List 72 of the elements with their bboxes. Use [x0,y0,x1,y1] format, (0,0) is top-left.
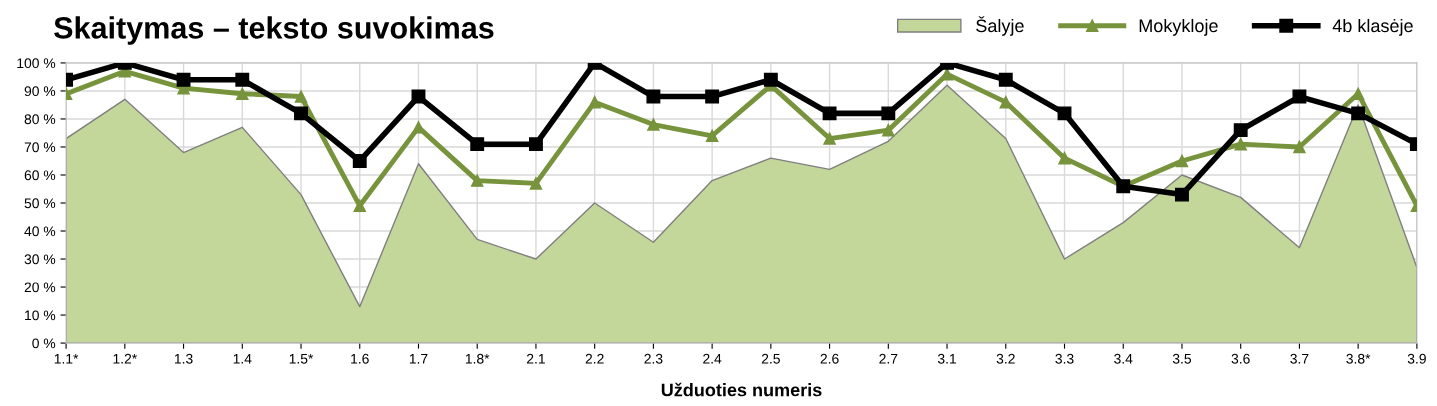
x-tick-label: 3.1 [937,353,957,364]
point [882,123,895,137]
x-tick-label: 2.4 [703,353,722,364]
x-tick-label: 2.7 [879,353,898,364]
point [1292,89,1307,104]
x-tick-label: 3.4 [1114,353,1133,364]
y-tick-label: 20 % [24,282,56,293]
x-tick-label: 1.2* [113,353,137,364]
x-tick-label: 1.4 [233,354,252,364]
point [881,106,896,121]
y-tick-label: 40 % [24,226,56,237]
y-tick-label: 90 % [24,86,56,97]
x-tick-label: 3.2 [996,353,1015,364]
point [1175,187,1189,202]
legend-label: Mokykloje [1139,18,1218,36]
point [470,137,485,152]
point [822,106,837,121]
point [1058,151,1071,165]
x-tick-label: 1.8* [465,353,490,364]
x-tick-label: 3.9 [1407,353,1426,364]
point [705,129,719,143]
x-tick-label: 3.3 [1055,353,1074,364]
y-tick-label: 70 % [24,142,56,153]
x-tick-label: 2.6 [820,353,839,364]
point [236,87,249,100]
point [763,72,778,87]
x-tick-label: 1.3 [174,353,193,364]
x-tick-label: 1.5* [289,354,314,364]
x-tick-label: 3.6 [1231,353,1250,364]
point [588,95,601,109]
point [353,199,367,213]
point [1057,106,1072,121]
point [823,132,836,145]
point [352,154,367,168]
x-tick-label: 1.1* [54,354,79,364]
point [1351,106,1366,121]
x-tick-label: 3.7 [1290,353,1309,364]
point [294,106,308,121]
point [647,118,660,131]
y-tick-label: 30 % [24,254,56,265]
legend-label: Šalyje [976,16,1024,36]
point [1233,123,1248,138]
point [646,89,661,104]
x-tick-label: 2.5 [761,353,780,364]
y-tick-label: 100 % [17,58,56,69]
point [470,174,484,187]
y-tick-label: 10 % [25,310,56,321]
x-tick-label: 2.2 [585,353,604,364]
y-tick-label: 80 % [24,114,56,125]
x-tick-label: 2.1 [526,353,545,364]
point [1293,140,1306,154]
x-tick-label: 3.8* [1346,353,1371,364]
point [529,177,543,190]
chart-title: Skaitymas – teksto suvokimas [54,16,494,45]
point [294,90,308,103]
x-tick-label: 1.7 [409,354,428,364]
y-tick-label: 50 % [24,198,56,209]
point [528,137,543,152]
legend-label: 4b klasėje [1332,18,1413,36]
point [1234,137,1247,151]
y-tick-label: 60 % [24,170,56,181]
point [705,89,720,104]
point [235,72,250,87]
x-tick-label: 3.5 [1172,353,1192,364]
point [1175,154,1189,168]
x-tick-label: 1.6 [351,353,369,364]
point [176,72,191,87]
point [940,67,954,81]
y-tick-label: 0 % [32,338,56,349]
x-tick-label: 2.3 [644,353,663,364]
x-axis-title: Užduoties numeris [661,382,822,397]
point [998,72,1013,87]
